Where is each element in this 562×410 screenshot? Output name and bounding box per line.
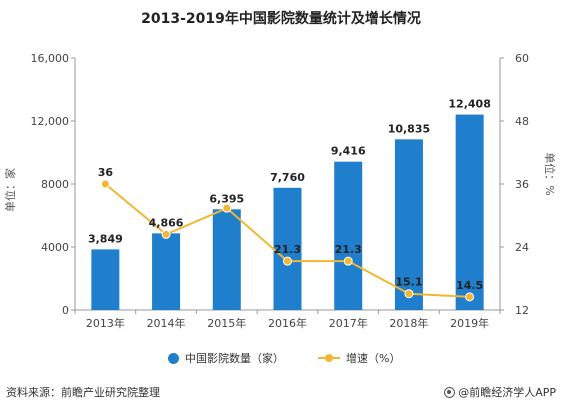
growth-point [404, 289, 414, 299]
x-tick-label: 2019年 [450, 316, 489, 330]
bar [152, 233, 181, 310]
legend-swatch-bar [168, 352, 179, 364]
y-tick-label-right: 60 [515, 52, 529, 65]
y-tick-label-left: 12,000 [31, 115, 70, 128]
growth-point [100, 179, 110, 189]
legend-swatch-line [318, 354, 340, 362]
x-tick-label: 2015年 [207, 316, 246, 330]
legend-label-line: 增速（%） [346, 352, 401, 365]
growth-point [465, 292, 475, 302]
bar-data-label: 6,395 [209, 192, 244, 205]
bar [91, 249, 120, 310]
y-tick-label-left: 0 [62, 304, 69, 317]
footer: 资料来源：前瞻产业研究院整理 @前瞻经济学人APP [0, 380, 562, 410]
brand-logo-icon [444, 386, 456, 398]
growth-point [222, 203, 232, 213]
legend: 中国影院数量（家） 增速（%） [0, 349, 562, 367]
bar-data-label: 4,866 [149, 216, 184, 229]
y-tick-label-right: 36 [515, 178, 529, 191]
line-data-label: 15.1 [395, 276, 422, 289]
y-tick-label-left: 4000 [41, 241, 69, 254]
chart-title: 2013-2019年中国影院数量统计及增长情况 [141, 11, 421, 27]
y-tick-label-right: 12 [515, 304, 529, 317]
y-axis-title-left: 单位：家 [3, 168, 17, 212]
x-tick-label: 2014年 [147, 316, 186, 330]
legend-label-bar: 中国影院数量（家） [185, 352, 284, 365]
y-tick-label-right: 48 [515, 115, 529, 128]
bar [394, 139, 423, 310]
y-axis-title-right: 单位：% [543, 152, 557, 195]
growth-point [343, 256, 353, 266]
bar-data-label: 9,416 [331, 145, 366, 158]
line-data-label: 36 [98, 166, 114, 179]
bar-data-label: 10,835 [388, 122, 430, 135]
x-tick-label: 2017年 [329, 316, 368, 330]
growth-point [161, 229, 171, 239]
line-data-label: 21.3 [335, 243, 362, 256]
x-tick-label: 2013年 [86, 316, 125, 330]
growth-point [283, 256, 292, 266]
y-tick-label-right: 24 [515, 241, 529, 254]
bar-data-label: 12,408 [448, 98, 490, 111]
brand-text: @前瞻经济学人APP [458, 386, 556, 399]
x-tick-label: 2018年 [389, 316, 428, 330]
legend-item-line[interactable]: 增速（%） [318, 349, 400, 367]
y-tick-label-left: 16,000 [31, 52, 70, 65]
bar [334, 161, 363, 310]
bar-data-label: 7,760 [270, 171, 305, 184]
line-data-label: 14.5 [456, 279, 483, 292]
bar [455, 114, 484, 310]
bar-data-label: 3,849 [88, 232, 123, 245]
legend-item-bar[interactable]: 中国影院数量（家） [168, 349, 284, 367]
y-tick-label-left: 8000 [41, 178, 69, 191]
source-note: 资料来源：前瞻产业研究院整理 [6, 386, 160, 399]
bar [273, 187, 302, 310]
x-tick-label: 2016年 [268, 316, 307, 330]
brand: @前瞻经济学人APP [444, 384, 556, 400]
line-data-label: 21.3 [274, 243, 301, 256]
chart-svg: 0 4000 8000 12,000 16,000 12 24 36 48 60 单位：家 单位：% 2… [3, 52, 557, 330]
bar [212, 209, 241, 310]
